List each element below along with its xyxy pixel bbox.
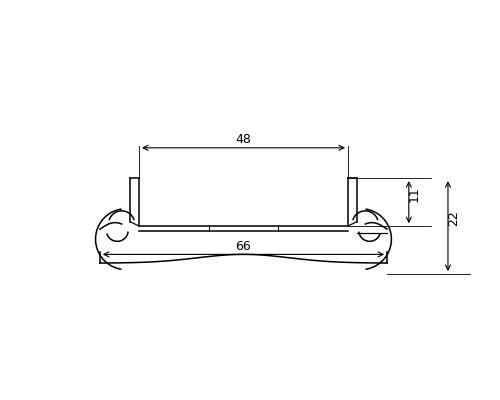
Text: 48: 48 xyxy=(236,133,252,146)
Text: 22: 22 xyxy=(446,210,460,226)
Text: 11: 11 xyxy=(408,186,420,202)
Text: 66: 66 xyxy=(236,240,252,253)
